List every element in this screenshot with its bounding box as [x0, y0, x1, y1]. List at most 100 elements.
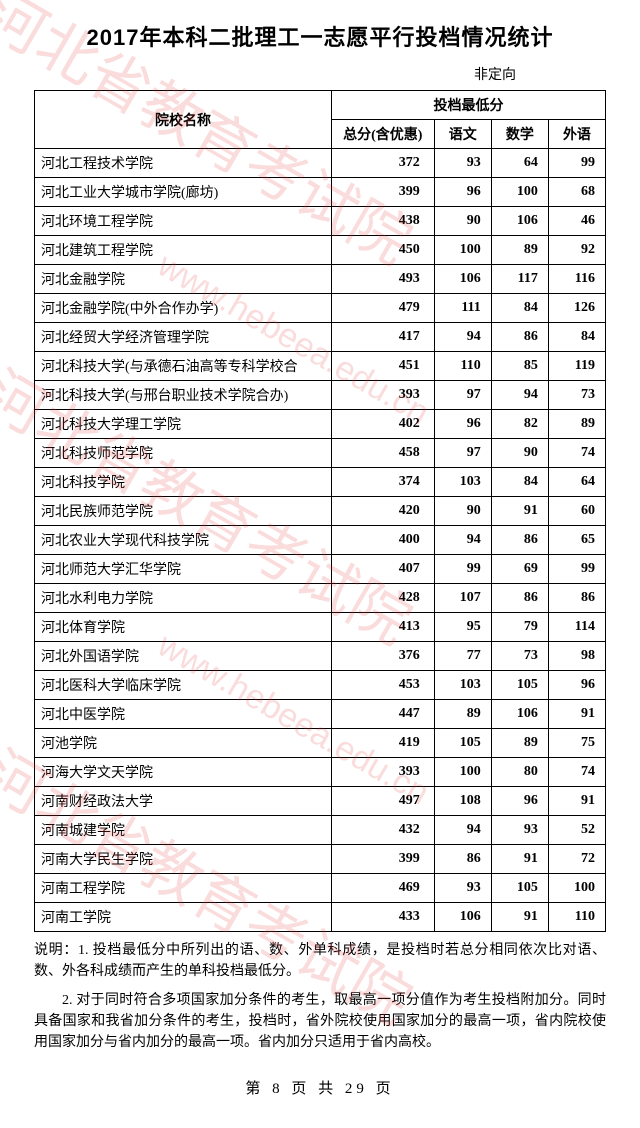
cell-total: 493: [331, 265, 434, 294]
table-row: 河北环境工程学院4389010646: [35, 207, 606, 236]
cell-name: 河海大学文天学院: [35, 758, 332, 787]
cell-foreign: 116: [548, 265, 605, 294]
cell-chinese: 106: [434, 903, 491, 932]
cell-name: 河北外国语学院: [35, 642, 332, 671]
cell-name: 河南大学民生学院: [35, 845, 332, 874]
cell-foreign: 75: [548, 729, 605, 758]
score-table: 院校名称 投档最低分 总分(含优惠) 语文 数学 外语 河北工程技术学院3729…: [34, 90, 606, 932]
cell-total: 374: [331, 468, 434, 497]
cell-foreign: 84: [548, 323, 605, 352]
cell-chinese: 94: [434, 526, 491, 555]
cell-name: 河北科技师范学院: [35, 439, 332, 468]
table-row: 河海大学文天学院3931008074: [35, 758, 606, 787]
cell-name: 河池学院: [35, 729, 332, 758]
table-row: 河北师范大学汇华学院407996999: [35, 555, 606, 584]
cell-math: 105: [491, 671, 548, 700]
cell-math: 91: [491, 903, 548, 932]
table-row: 河北工程技术学院372936499: [35, 149, 606, 178]
table-row: 河北医科大学临床学院45310310596: [35, 671, 606, 700]
col-header-chinese: 语文: [434, 120, 491, 149]
cell-chinese: 103: [434, 468, 491, 497]
col-header-name: 院校名称: [35, 91, 332, 149]
cell-math: 100: [491, 178, 548, 207]
table-row: 河北民族师范学院420909160: [35, 497, 606, 526]
cell-name: 河北民族师范学院: [35, 497, 332, 526]
cell-chinese: 105: [434, 729, 491, 758]
subtitle: 非定向: [34, 64, 606, 84]
cell-chinese: 90: [434, 497, 491, 526]
cell-name: 河南工程学院: [35, 874, 332, 903]
table-body: 河北工程技术学院372936499河北工业大学城市学院(廊坊)399961006…: [35, 149, 606, 932]
cell-name: 河北农业大学现代科技学院: [35, 526, 332, 555]
cell-math: 91: [491, 845, 548, 874]
cell-foreign: 52: [548, 816, 605, 845]
cell-foreign: 98: [548, 642, 605, 671]
table-row: 河北科技大学(与承德石油高等专科学校合45111085119: [35, 352, 606, 381]
cell-chinese: 94: [434, 816, 491, 845]
cell-math: 80: [491, 758, 548, 787]
cell-total: 400: [331, 526, 434, 555]
pager-p1: 第: [245, 1081, 264, 1097]
cell-name: 河南工学院: [35, 903, 332, 932]
cell-math: 91: [491, 497, 548, 526]
table-row: 河北科技大学(与邢台职业技术学院合办)393979473: [35, 381, 606, 410]
pager-current: 8: [272, 1081, 284, 1097]
cell-foreign: 99: [548, 555, 605, 584]
cell-math: 79: [491, 613, 548, 642]
cell-math: 84: [491, 294, 548, 323]
cell-math: 84: [491, 468, 548, 497]
cell-total: 393: [331, 758, 434, 787]
cell-foreign: 100: [548, 874, 605, 903]
table-row: 河北经贸大学经济管理学院417948684: [35, 323, 606, 352]
cell-math: 73: [491, 642, 548, 671]
cell-total: 376: [331, 642, 434, 671]
cell-chinese: 103: [434, 671, 491, 700]
cell-math: 86: [491, 526, 548, 555]
cell-math: 105: [491, 874, 548, 903]
note-2: 2. 对于同时符合多项国家加分条件的考生，取最高一项分值作为考生投档附加分。同时…: [34, 990, 606, 1053]
table-row: 河南财经政法大学4971089691: [35, 787, 606, 816]
col-header-foreign: 外语: [548, 120, 605, 149]
cell-foreign: 91: [548, 700, 605, 729]
cell-chinese: 100: [434, 758, 491, 787]
cell-math: 82: [491, 410, 548, 439]
table-row: 河北外国语学院376777398: [35, 642, 606, 671]
col-header-group: 投档最低分: [331, 91, 605, 120]
cell-total: 399: [331, 845, 434, 874]
cell-name: 河北科技大学(与承德石油高等专科学校合: [35, 352, 332, 381]
table-row: 河南城建学院432949352: [35, 816, 606, 845]
table-row: 河南工程学院46993105100: [35, 874, 606, 903]
cell-total: 420: [331, 497, 434, 526]
cell-chinese: 99: [434, 555, 491, 584]
table-row: 河北工业大学城市学院(廊坊)3999610068: [35, 178, 606, 207]
table-row: 河北农业大学现代科技学院400948665: [35, 526, 606, 555]
cell-total: 450: [331, 236, 434, 265]
cell-math: 93: [491, 816, 548, 845]
cell-math: 106: [491, 207, 548, 236]
cell-foreign: 72: [548, 845, 605, 874]
cell-total: 447: [331, 700, 434, 729]
table-row: 河北建筑工程学院4501008992: [35, 236, 606, 265]
cell-name: 河北水利电力学院: [35, 584, 332, 613]
pager-p2: 页 共: [291, 1081, 337, 1097]
table-row: 河北科技学院3741038464: [35, 468, 606, 497]
table-row: 河北水利电力学院4281078686: [35, 584, 606, 613]
cell-total: 417: [331, 323, 434, 352]
cell-total: 479: [331, 294, 434, 323]
cell-foreign: 64: [548, 468, 605, 497]
cell-foreign: 65: [548, 526, 605, 555]
cell-foreign: 126: [548, 294, 605, 323]
cell-foreign: 92: [548, 236, 605, 265]
cell-chinese: 90: [434, 207, 491, 236]
cell-total: 433: [331, 903, 434, 932]
table-row: 河北金融学院(中外合作办学)47911184126: [35, 294, 606, 323]
cell-name: 河北建筑工程学院: [35, 236, 332, 265]
document-page: 河北省教育考试院 www.hebeea.edu.cn 河北省教育考试院 www.…: [0, 0, 640, 1128]
cell-math: 86: [491, 323, 548, 352]
cell-math: 89: [491, 729, 548, 758]
cell-chinese: 111: [434, 294, 491, 323]
note-1: 说明：1. 投档最低分中所列出的语、数、外单科成绩，是投档时若总分相同依次比对语…: [34, 940, 606, 982]
cell-foreign: 119: [548, 352, 605, 381]
cell-foreign: 110: [548, 903, 605, 932]
cell-name: 河北经贸大学经济管理学院: [35, 323, 332, 352]
